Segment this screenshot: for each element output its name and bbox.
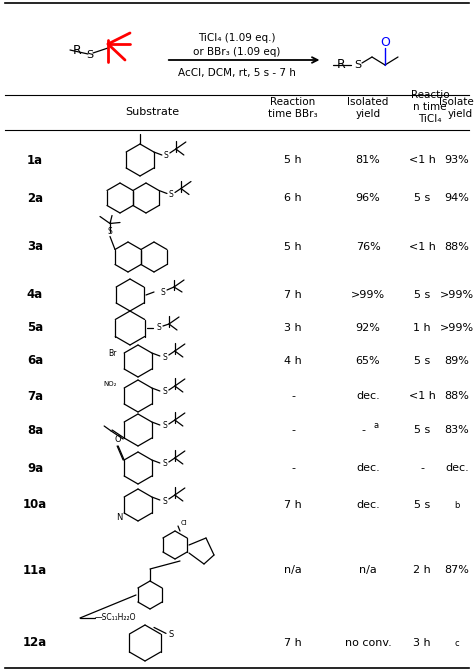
Text: 3a: 3a [27,240,43,254]
Text: 3 h: 3 h [284,323,302,333]
Text: 9a: 9a [27,462,43,474]
Text: 1 h: 1 h [413,323,431,333]
Text: 11a: 11a [23,564,47,576]
Text: —SC₁₁H₂₂O: —SC₁₁H₂₂O [95,613,137,623]
Text: >99%: >99% [351,290,385,300]
Text: no conv.: no conv. [345,638,392,648]
Text: 88%: 88% [445,391,469,401]
Text: O: O [115,435,121,444]
Text: <1 h: <1 h [409,155,436,165]
Text: Substrate: Substrate [125,107,179,117]
Text: -: - [420,463,424,473]
Text: 2a: 2a [27,191,43,205]
Text: 65%: 65% [356,356,380,366]
Text: S: S [163,497,167,505]
Text: S: S [169,190,173,199]
Text: O: O [380,36,390,48]
Text: n/a: n/a [359,565,377,575]
Text: n/a: n/a [284,565,302,575]
Text: S: S [163,352,167,362]
Text: >99%: >99% [440,323,474,333]
Text: R: R [336,58,345,72]
Text: <1 h: <1 h [409,242,436,252]
Text: 94%: 94% [445,193,469,203]
Text: <1 h: <1 h [409,391,436,401]
Text: Br: Br [108,348,116,358]
Text: -: - [291,425,295,435]
Text: 7a: 7a [27,389,43,403]
Text: -: - [291,391,295,401]
Text: 8a: 8a [27,423,43,437]
Text: dec.: dec. [356,391,380,401]
Text: 89%: 89% [445,356,469,366]
Text: S: S [163,421,167,431]
Text: b: b [454,501,460,509]
Text: S: S [163,387,167,397]
Text: 7 h: 7 h [284,290,302,300]
Text: S: S [355,60,362,70]
Text: S: S [163,460,167,468]
Text: 88%: 88% [445,242,469,252]
Text: 4a: 4a [27,289,43,301]
Text: c: c [455,639,459,648]
Text: Cl: Cl [181,520,187,526]
Text: 12a: 12a [23,637,47,650]
Text: 7 h: 7 h [284,638,302,648]
Text: Isolated
yield: Isolated yield [347,97,389,119]
Text: 83%: 83% [445,425,469,435]
Text: 93%: 93% [445,155,469,165]
Text: 92%: 92% [356,323,381,333]
Text: dec.: dec. [356,500,380,510]
Text: 5 s: 5 s [414,356,430,366]
Text: 81%: 81% [356,155,380,165]
Text: -: - [361,425,365,435]
Text: TiCl₄ (1.09 eq.): TiCl₄ (1.09 eq.) [198,33,276,43]
Text: 1a: 1a [27,154,43,166]
Text: 10a: 10a [23,499,47,511]
Text: R: R [73,44,82,56]
Text: S: S [108,227,112,236]
Text: S: S [86,50,93,60]
Text: 6 h: 6 h [284,193,302,203]
Text: Reaction
time BBr₃: Reaction time BBr₃ [268,97,318,119]
Text: S: S [161,287,165,297]
Text: 5 s: 5 s [414,290,430,300]
Text: 3 h: 3 h [413,638,431,648]
Text: dec.: dec. [445,463,469,473]
Text: 87%: 87% [445,565,469,575]
Text: or BBr₃ (1.09 eq): or BBr₃ (1.09 eq) [193,47,281,57]
Text: Isolated
yield: Isolated yield [439,97,474,119]
Text: -: - [291,463,295,473]
Text: 4 h: 4 h [284,356,302,366]
Text: a: a [374,421,379,431]
Text: 5 s: 5 s [414,500,430,510]
Text: 5 h: 5 h [284,155,302,165]
Text: 76%: 76% [356,242,380,252]
Text: 5 s: 5 s [414,193,430,203]
Text: S: S [168,630,173,639]
Text: >99%: >99% [440,290,474,300]
Text: 7 h: 7 h [284,500,302,510]
Text: NO₂: NO₂ [103,381,117,387]
Text: N: N [116,513,122,523]
Text: 5 s: 5 s [414,425,430,435]
Text: S: S [164,150,168,160]
Text: S: S [156,323,161,333]
Text: Reactio
n time
TiCl₄: Reactio n time TiCl₄ [410,91,449,123]
Text: 6a: 6a [27,354,43,368]
Text: 5a: 5a [27,321,43,335]
Text: 2 h: 2 h [413,565,431,575]
Text: dec.: dec. [356,463,380,473]
Text: 96%: 96% [356,193,380,203]
Text: AcCl, DCM, rt, 5 s - 7 h: AcCl, DCM, rt, 5 s - 7 h [178,68,296,78]
Text: 5 h: 5 h [284,242,302,252]
